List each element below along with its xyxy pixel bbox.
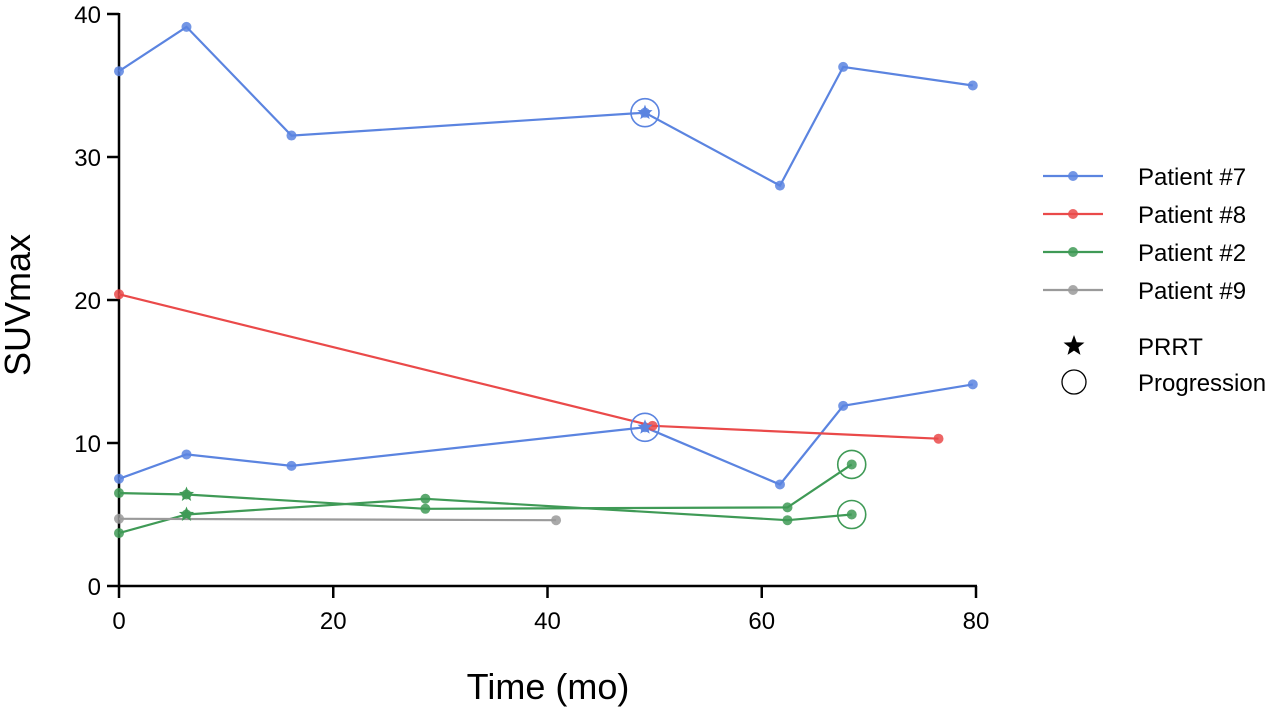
data-point: [967, 379, 978, 390]
data-point: [774, 180, 785, 191]
y-tick-label: 30: [74, 145, 101, 172]
data-point: [114, 488, 124, 499]
data-point: [967, 80, 978, 91]
legend-label: Patient #7: [1138, 164, 1246, 191]
legend-label: PRRT: [1138, 334, 1203, 361]
data-point: [933, 433, 944, 444]
legend-star-icon: [1063, 335, 1085, 355]
legend-marker: [1068, 171, 1078, 181]
data-point: [838, 61, 849, 72]
data-point: [647, 420, 658, 431]
data-point: [114, 66, 124, 77]
legend-label: Patient #9: [1138, 278, 1246, 305]
data-point: [286, 460, 297, 471]
data-point: [420, 503, 431, 514]
data-point: [551, 515, 562, 526]
data-point: [114, 473, 124, 484]
legend-label: Progression: [1138, 370, 1266, 397]
progression-marker: [630, 97, 660, 128]
data-point: [782, 502, 793, 513]
data-point: [846, 459, 857, 470]
data-point: [114, 528, 124, 539]
prrt-marker: [178, 506, 195, 521]
progression-marker: [630, 412, 660, 443]
legend-marker: [1068, 285, 1078, 295]
x-tick-label: 0: [112, 608, 125, 635]
data-point: [114, 513, 124, 524]
series-line: [118, 517, 557, 522]
x-tick-label: 80: [963, 608, 990, 635]
legend: Patient #7 Patient #8 Patient #2 Patient #9…: [1043, 164, 1266, 397]
series-line: [118, 293, 939, 440]
legend-marker: [1068, 247, 1078, 257]
progression-marker: [836, 449, 867, 480]
x-axis-title: Time (mo): [467, 666, 630, 707]
data-point: [420, 493, 431, 504]
x-tick-label: 60: [748, 608, 775, 635]
data-point: [782, 515, 793, 526]
progression-marker: [836, 499, 867, 530]
legend-circle-icon: [1061, 369, 1087, 395]
y-tick-label: 0: [88, 574, 101, 601]
legend-label: Patient #2: [1138, 240, 1246, 267]
y-axis-title: SUVmax: [0, 234, 38, 376]
y-tick-label: 20: [74, 288, 101, 315]
prrt-marker: [637, 419, 653, 434]
data-point: [838, 400, 849, 411]
y-tick-label: 40: [74, 2, 101, 29]
data-point: [774, 479, 785, 490]
x-tick-label: 20: [320, 608, 347, 635]
data-point: [846, 509, 857, 520]
data-point: [114, 289, 124, 300]
plot-area: [114, 21, 978, 539]
series-line: [118, 497, 852, 535]
legend-label: Patient #8: [1138, 202, 1246, 229]
series-line: [118, 25, 973, 188]
data-point: [286, 130, 297, 141]
data-point: [181, 21, 192, 32]
y-tick-label: 10: [74, 431, 101, 458]
prrt-marker: [637, 104, 653, 120]
data-point: [181, 449, 192, 460]
axes: 0 10 20 30 40 0 20 40 60 80: [74, 2, 989, 635]
legend-marker: [1068, 209, 1078, 219]
x-tick-label: 40: [534, 608, 561, 635]
prrt-marker: [178, 486, 195, 501]
